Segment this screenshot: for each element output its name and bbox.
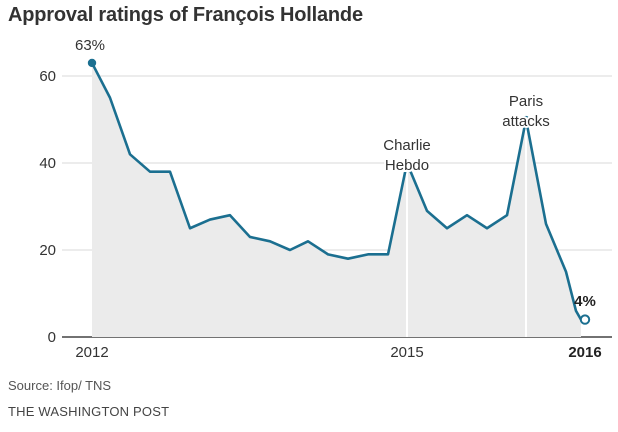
x-tick-label: 2016	[568, 344, 601, 361]
data-label-start: 63%	[75, 37, 105, 54]
marker-layer	[87, 58, 591, 325]
y-tick-label: 60	[39, 68, 56, 85]
y-tick-label: 40	[39, 155, 56, 172]
line-layer	[90, 61, 583, 321]
x-tick-label: 2012	[75, 344, 108, 361]
chart-title: Approval ratings of François Hollande	[8, 4, 363, 26]
point-start	[87, 58, 97, 68]
series-line	[90, 61, 583, 321]
data-label-end: 4%	[574, 293, 596, 310]
annotation-paris-attacks: Paris	[509, 93, 543, 110]
x-tick-label: 2015	[390, 344, 423, 361]
point-charlie-hebdo	[403, 159, 411, 167]
event-lines	[406, 119, 527, 337]
annotation-charlie-hebdo: Hebdo	[385, 157, 429, 174]
y-tick-label: 0	[48, 329, 56, 346]
area-fill	[92, 62, 581, 337]
point-end	[579, 314, 591, 325]
area-layer	[92, 62, 581, 337]
annotation-paris-attacks: attacks	[502, 113, 550, 130]
point-paris-attacks	[522, 115, 530, 124]
annotation-charlie-hebdo: Charlie	[383, 137, 431, 154]
source-note: Source: Ifop/ TNS	[8, 378, 112, 393]
label-layer: 63% 4% Charlie Hebdo Paris attacks	[75, 37, 596, 310]
y-tick-label: 20	[39, 242, 56, 259]
credit-line: THE WASHINGTON POST	[8, 404, 170, 419]
